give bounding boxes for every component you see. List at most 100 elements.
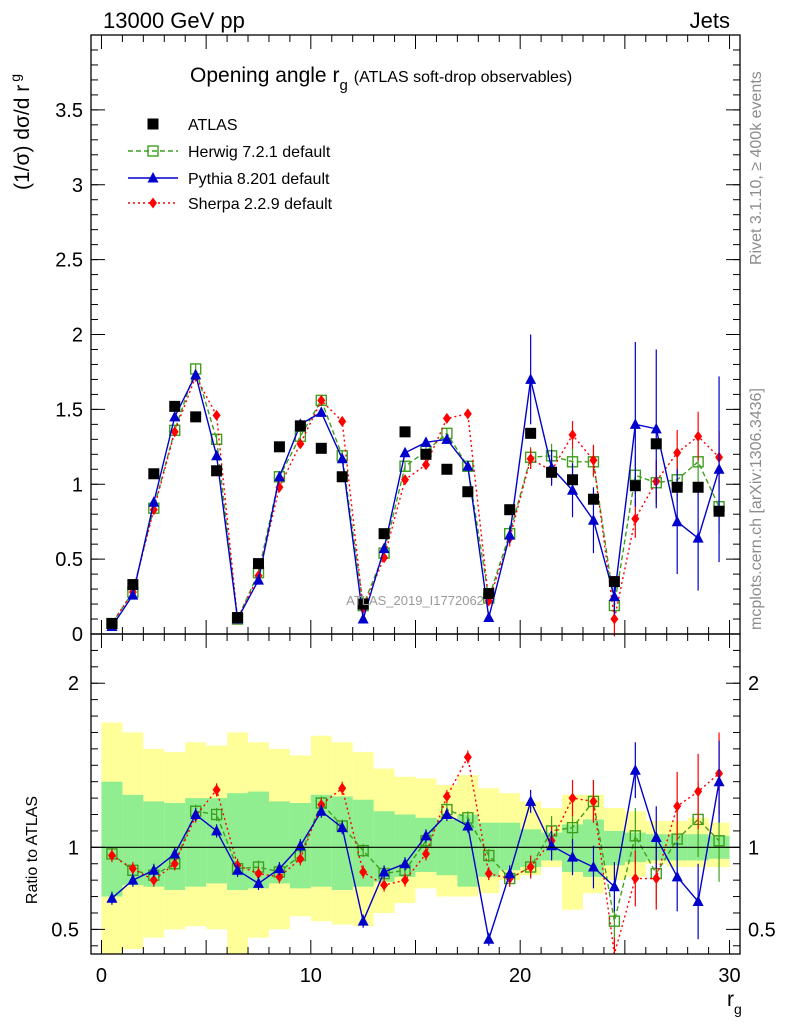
ratio-data-point (378, 865, 390, 877)
main-y-axis-label: (1/σ) dσ/d rg (7, 74, 34, 190)
legend-marker (147, 145, 159, 157)
data-point (713, 463, 725, 474)
main-y-tick-label: 1.5 (55, 399, 83, 421)
data-point (504, 529, 516, 540)
ratio-y-tick-label: 0.5 (51, 919, 79, 941)
data-point (273, 441, 285, 453)
ratio-data-point (149, 874, 158, 886)
ratio-y-tick-label-right: 2 (748, 673, 759, 695)
data-point (421, 459, 430, 471)
ratio-data-point (357, 844, 369, 857)
ratio-data-point (673, 800, 682, 812)
inner-band-bin (122, 794, 144, 886)
data-point (317, 394, 326, 406)
data-point (608, 576, 620, 588)
data-point (442, 412, 451, 424)
ratio-data-point (694, 786, 703, 798)
data-point (631, 513, 640, 525)
series-atlas (106, 400, 725, 630)
data-point (692, 532, 704, 543)
ratio-plot-panel: 0.5 0.51 12 20 10 20 30 Ratio to ATLAS rg (24, 633, 776, 1017)
ratio-data-point (148, 864, 160, 875)
data-point (441, 433, 453, 444)
data-point (694, 430, 703, 442)
ratio-data-point (127, 874, 139, 885)
legend-label: Herwig 7.2.1 default (188, 144, 331, 161)
ratio-data-point (190, 808, 202, 820)
legend-label: ATLAS (188, 117, 238, 134)
ratio-data-point (587, 861, 599, 872)
ratio-y-axis-label: Ratio to ATLAS (24, 796, 41, 904)
ratio-data-point (462, 820, 474, 831)
inner-band-bin (185, 798, 207, 887)
x-axis-label: rg (727, 988, 742, 1017)
data-point (169, 400, 181, 412)
data-point (587, 514, 599, 525)
inner-band-bin (373, 811, 395, 882)
data-point (399, 446, 411, 458)
data-point (399, 426, 411, 438)
ratio-data-point (338, 782, 347, 794)
data-point (212, 409, 221, 421)
inner-band-bin (101, 781, 123, 897)
ratio-data-point (380, 879, 389, 891)
energy-label: 13000 GeV pp (103, 8, 245, 33)
legend-entry-atlas: ATLAS (147, 117, 238, 134)
data-point (441, 463, 453, 475)
ratio-data-point (273, 862, 285, 874)
data-point (127, 589, 139, 600)
legend-marker (147, 172, 159, 183)
ratio-data-point (232, 864, 244, 875)
ratio-data-point (629, 764, 641, 775)
data-point (608, 590, 620, 602)
ratio-data-point (631, 873, 640, 885)
legend: ATLAS Herwig 7.2.1 default Pythia 8.201 de… (128, 117, 333, 213)
ratio-data-point (483, 933, 495, 944)
main-plot-marks (106, 334, 725, 637)
data-point (148, 496, 160, 507)
inner-band-bin (394, 814, 416, 877)
process-label: Jets (690, 8, 730, 33)
ratio-data-point (275, 871, 284, 883)
ratio-data-point (608, 915, 621, 927)
ratio-data-point (211, 824, 223, 836)
main-title: Opening angle rg (ATLAS soft-drop observa… (190, 64, 572, 94)
ratio-data-point (399, 857, 411, 869)
data-point (463, 408, 472, 420)
data-point (568, 429, 577, 441)
data-point (127, 579, 139, 591)
ratio-data-point (170, 858, 179, 870)
data-point (629, 480, 641, 492)
main-y-tick-label: 3 (72, 175, 83, 197)
data-point (296, 438, 305, 450)
data-point (650, 422, 662, 434)
ratio-data-point (254, 868, 263, 880)
x-tick-label: 30 (718, 965, 740, 987)
ratio-y-tick-label: 2 (68, 673, 79, 695)
data-point (399, 460, 411, 472)
main-y-tick-label: 2.5 (55, 250, 83, 272)
ratio-data-point (315, 805, 327, 816)
ratio-y-tick-label: 1 (68, 837, 79, 859)
data-point (610, 613, 619, 625)
data-point (587, 493, 599, 505)
ratio-data-point (296, 853, 305, 865)
data-point (315, 442, 327, 454)
ratio-plot-axes: 0.5 0.51 12 20 10 20 30 (51, 634, 776, 987)
data-point (211, 449, 223, 461)
data-point (336, 471, 348, 483)
data-point (401, 474, 410, 486)
data-point (420, 436, 432, 447)
data-point (525, 373, 537, 384)
legend-label: Sherpa 2.2.9 default (188, 196, 333, 213)
ratio-data-point (526, 861, 535, 873)
ratio-series-pythia-8-201-default (106, 740, 725, 946)
inner-band-bin (499, 822, 521, 871)
data-point (567, 484, 579, 495)
data-point (169, 410, 181, 422)
ratio-data-point (401, 874, 410, 886)
ratio-series-line (111, 769, 720, 940)
main-plot-axes: 0 0.5 1 1.5 2 2.5 3 3.5 (55, 35, 740, 646)
data-point (190, 411, 202, 423)
rivet-version-text: Rivet 3.1.10, ≥ 400k events (748, 71, 765, 265)
